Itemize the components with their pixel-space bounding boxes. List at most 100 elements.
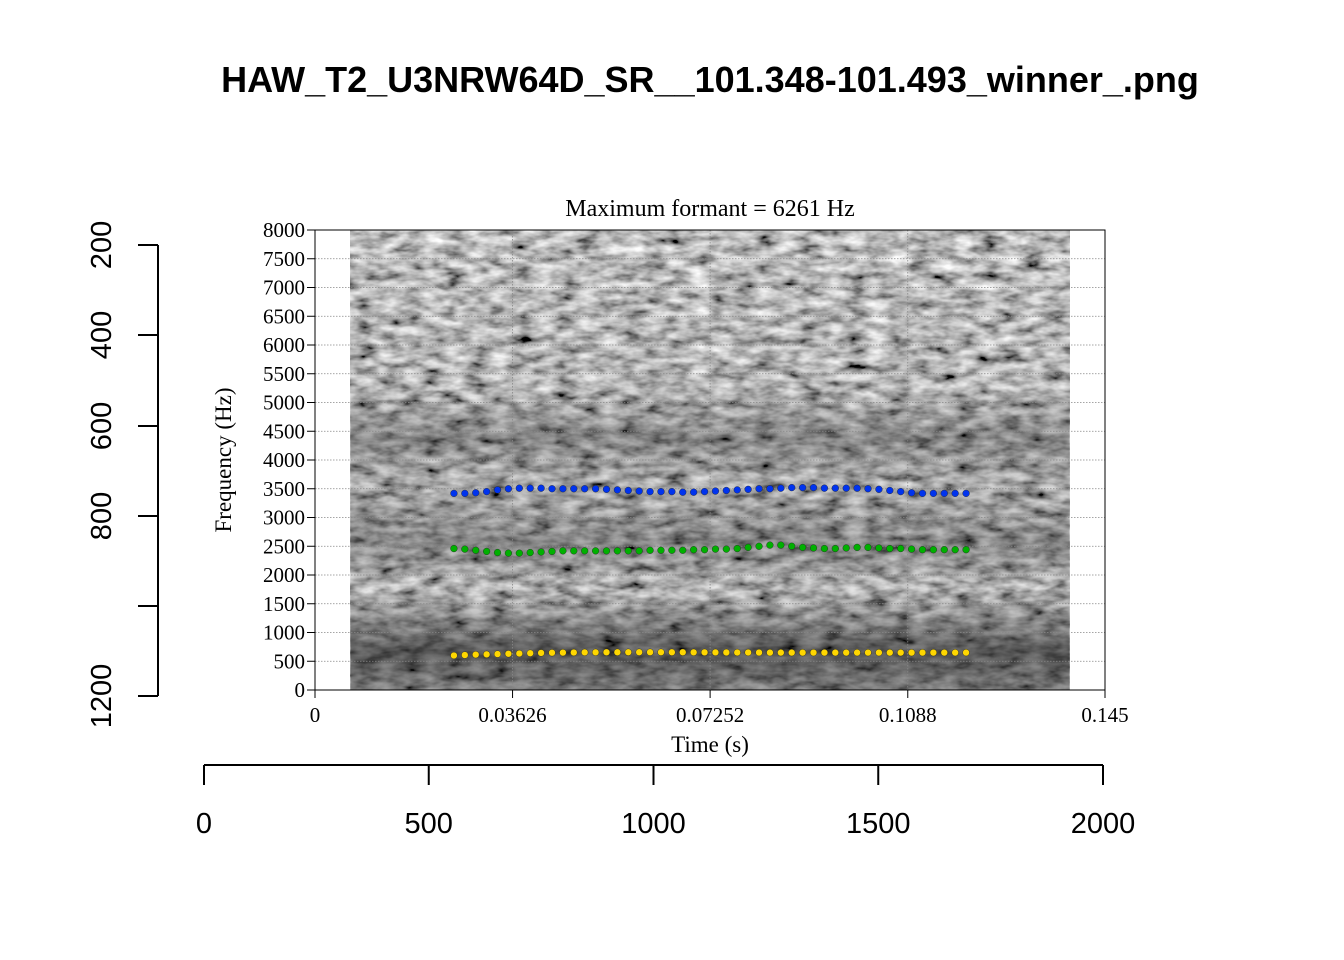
formant-point-f3 (679, 488, 687, 496)
formant-point-f3 (820, 484, 829, 492)
formant-point-f1 (907, 649, 916, 657)
formant-point-f1 (962, 649, 970, 657)
outer-x-ticks: 0 500 1000 1500 2000 (196, 765, 1135, 840)
formant-point-f1 (504, 650, 513, 658)
formant-point-f1 (722, 648, 730, 657)
formant-point-f1 (537, 649, 545, 657)
formant-point-f2 (940, 546, 948, 554)
formant-point-f1 (788, 649, 796, 657)
formant-point-f1 (897, 649, 905, 657)
formant-point-f1 (799, 649, 807, 657)
formant-point-f3 (472, 489, 480, 497)
formant-point-f3 (450, 489, 458, 497)
y-tick-label: 5000 (263, 391, 305, 415)
formant-point-f2 (809, 544, 818, 552)
formant-point-f1 (842, 649, 850, 657)
formant-point-f2 (602, 547, 611, 555)
formant-point-f1 (679, 648, 687, 656)
formant-point-f3 (515, 484, 523, 492)
formant-point-f1 (668, 648, 676, 656)
formant-point-f1 (929, 649, 937, 657)
outer-y-ticks: 200 400 600 800 1200 (86, 221, 158, 728)
outer-y-tick-label: 600 (86, 402, 118, 450)
formant-point-f2 (472, 546, 480, 554)
formant-point-f3 (777, 484, 785, 492)
formant-point-f3 (755, 485, 763, 493)
formant-point-f3 (831, 484, 839, 492)
formant-point-f2 (875, 544, 883, 552)
formant-point-f1 (559, 649, 567, 657)
formant-point-f2 (744, 543, 752, 552)
formant-point-f3 (570, 485, 578, 493)
formant-point-f3 (799, 484, 807, 492)
formant-point-f2 (853, 543, 861, 552)
formant-point-f1 (690, 648, 698, 656)
formant-point-f1 (755, 648, 763, 657)
formant-point-f1 (515, 649, 523, 658)
formant-point-f2 (657, 546, 665, 554)
formant-point-f3 (929, 489, 937, 497)
formant-point-f1 (711, 648, 720, 656)
formant-point-f1 (951, 649, 959, 657)
formant-point-f3 (548, 485, 556, 493)
formant-point-f3 (940, 489, 948, 497)
outer-x-tick-label: 1500 (846, 808, 911, 840)
y-tick-label: 0 (295, 678, 306, 702)
formant-point-f3 (613, 486, 621, 494)
outer-y-axis: 200 400 600 800 1200 (86, 221, 159, 728)
formant-point-f3 (875, 485, 883, 493)
formant-point-f1 (581, 648, 589, 656)
formant-point-f2 (831, 544, 839, 553)
formant-point-f3 (918, 489, 927, 497)
formant-point-f1 (635, 648, 643, 656)
formant-point-f3 (635, 487, 643, 495)
y-tick-label: 2000 (263, 563, 305, 587)
formant-point-f2 (907, 545, 916, 553)
formant-point-f1 (548, 649, 556, 657)
formant-point-f2 (483, 547, 491, 556)
formant-point-f3 (668, 488, 676, 496)
formant-point-f3 (853, 484, 861, 492)
formant-point-f2 (537, 548, 545, 556)
x-tick-label: 0.145 (1081, 703, 1128, 727)
formant-point-f2 (635, 547, 643, 555)
x-tick-label: 0.07252 (676, 703, 744, 727)
formant-point-f3 (504, 485, 513, 493)
plot-title: Maximum formant = 6261 Hz (565, 196, 855, 222)
formant-point-f2 (842, 544, 850, 552)
inner-x-ticks: 0 0.03626 0.07252 0.1088 0.145 (310, 690, 1129, 727)
formant-point-f3 (581, 485, 589, 493)
formant-point-f2 (624, 547, 632, 555)
formant-point-f1 (886, 649, 894, 657)
formant-point-f3 (526, 484, 534, 492)
formant-point-f3 (700, 488, 709, 496)
formant-point-f1 (461, 651, 469, 659)
outer-x-tick-label: 1000 (621, 808, 686, 840)
formant-point-f3 (657, 488, 665, 496)
formant-point-f2 (515, 549, 523, 557)
y-axis-label: Frequency (Hz) (211, 388, 236, 533)
formant-point-f2 (679, 546, 687, 554)
formant-point-f2 (962, 546, 970, 554)
formant-point-f1 (766, 649, 774, 657)
y-tick-label: 8000 (263, 218, 305, 242)
formant-point-f1 (646, 648, 654, 656)
formant-point-f2 (559, 547, 567, 555)
formant-point-f2 (820, 544, 829, 553)
formant-point-f2 (526, 548, 534, 557)
formant-point-f2 (450, 544, 458, 553)
y-tick-label: 7500 (263, 247, 305, 271)
formant-point-f2 (504, 549, 513, 557)
formant-point-f1 (657, 648, 665, 656)
formant-point-f1 (472, 651, 480, 659)
formant-point-f3 (624, 486, 632, 495)
formant-point-f1 (483, 650, 491, 658)
formant-point-f3 (733, 486, 741, 494)
formant-point-f2 (646, 546, 654, 554)
formant-point-f2 (918, 546, 927, 554)
y-tick-label: 4000 (263, 448, 305, 472)
formant-point-f2 (570, 547, 578, 555)
x-tick-label: 0.1088 (879, 703, 937, 727)
formant-point-f2 (613, 547, 621, 555)
